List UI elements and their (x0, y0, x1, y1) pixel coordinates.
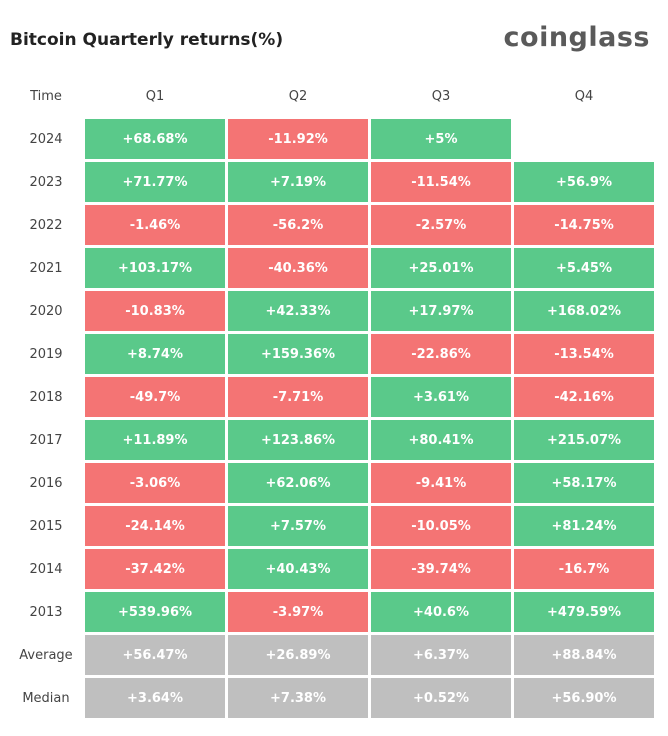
return-cell: +80.41% (371, 420, 511, 460)
summary-cell: +3.64% (85, 678, 225, 718)
return-cell: -42.16% (514, 377, 654, 417)
summary-cell: +56.47% (85, 635, 225, 675)
return-cell: +40.43% (228, 549, 368, 589)
return-cell: +7.19% (228, 162, 368, 202)
return-cell: -13.54% (514, 334, 654, 374)
return-cell: +40.6% (371, 592, 511, 632)
return-cell: -56.2% (228, 205, 368, 245)
return-cell: +5% (371, 119, 511, 159)
row-label: 2014 (29, 561, 63, 577)
return-cell: +68.68% (85, 119, 225, 159)
column-header: Q2 (288, 88, 308, 104)
row-label: 2019 (29, 346, 63, 362)
return-cell: -10.83% (85, 291, 225, 331)
return-cell: +215.07% (514, 420, 654, 460)
return-cell: +3.61% (371, 377, 511, 417)
return-cell: +123.86% (228, 420, 368, 460)
return-cell: -16.7% (514, 549, 654, 589)
return-cell: +42.33% (228, 291, 368, 331)
row-label: Average (19, 647, 73, 663)
return-cell: +159.36% (228, 334, 368, 374)
summary-cell: +56.90% (514, 678, 654, 718)
row-label: 2022 (29, 217, 63, 233)
row-label: 2024 (29, 131, 63, 147)
return-cell: +62.06% (228, 463, 368, 503)
return-cell: +7.57% (228, 506, 368, 546)
row-label: 2015 (29, 518, 63, 534)
row-label: 2021 (29, 260, 63, 276)
return-cell: +17.97% (371, 291, 511, 331)
return-cell: -3.97% (228, 592, 368, 632)
row-label: 2023 (29, 174, 63, 190)
return-cell: +539.96% (85, 592, 225, 632)
return-cell: -22.86% (371, 334, 511, 374)
empty-cell (514, 119, 654, 159)
return-cell: -24.14% (85, 506, 225, 546)
return-cell: +81.24% (514, 506, 654, 546)
return-cell: +56.9% (514, 162, 654, 202)
returns-table: Time Q1 Q2 Q3 Q4 2024 +68.68% -11.92% +5% 2023 +71… (10, 76, 654, 718)
summary-cell: +7.38% (228, 678, 368, 718)
return-cell: -2.57% (371, 205, 511, 245)
return-cell: -14.75% (514, 205, 654, 245)
column-header: Q3 (431, 88, 451, 104)
return-cell: -3.06% (85, 463, 225, 503)
return-cell: -37.42% (85, 549, 225, 589)
return-cell: +71.77% (85, 162, 225, 202)
return-cell: -10.05% (371, 506, 511, 546)
return-cell: -49.7% (85, 377, 225, 417)
summary-cell: +26.89% (228, 635, 368, 675)
title: Bitcoin Quarterly returns(%) (10, 30, 284, 50)
return-cell: -40.36% (228, 248, 368, 288)
return-cell: +5.45% (514, 248, 654, 288)
return-cell: -39.74% (371, 549, 511, 589)
return-cell: +58.17% (514, 463, 654, 503)
summary-cell: +6.37% (371, 635, 511, 675)
return-cell: +8.74% (85, 334, 225, 374)
row-label: 2013 (29, 604, 63, 620)
return-cell: -11.92% (228, 119, 368, 159)
return-cell: +168.02% (514, 291, 654, 331)
row-label: 2020 (29, 303, 63, 319)
column-header: Q4 (574, 88, 594, 104)
return-cell: +479.59% (514, 592, 654, 632)
logo: coinglass (503, 22, 650, 53)
summary-cell: +0.52% (371, 678, 511, 718)
row-label: 2017 (29, 432, 63, 448)
column-header: Time (30, 88, 62, 104)
row-label: Median (22, 690, 70, 706)
return-cell: -11.54% (371, 162, 511, 202)
row-label: 2016 (29, 475, 63, 491)
return-cell: +103.17% (85, 248, 225, 288)
summary-cell: +88.84% (514, 635, 654, 675)
column-header: Q1 (145, 88, 165, 104)
return-cell: -9.41% (371, 463, 511, 503)
return-cell: -7.71% (228, 377, 368, 417)
row-label: 2018 (29, 389, 63, 405)
return-cell: -1.46% (85, 205, 225, 245)
return-cell: +11.89% (85, 420, 225, 460)
return-cell: +25.01% (371, 248, 511, 288)
